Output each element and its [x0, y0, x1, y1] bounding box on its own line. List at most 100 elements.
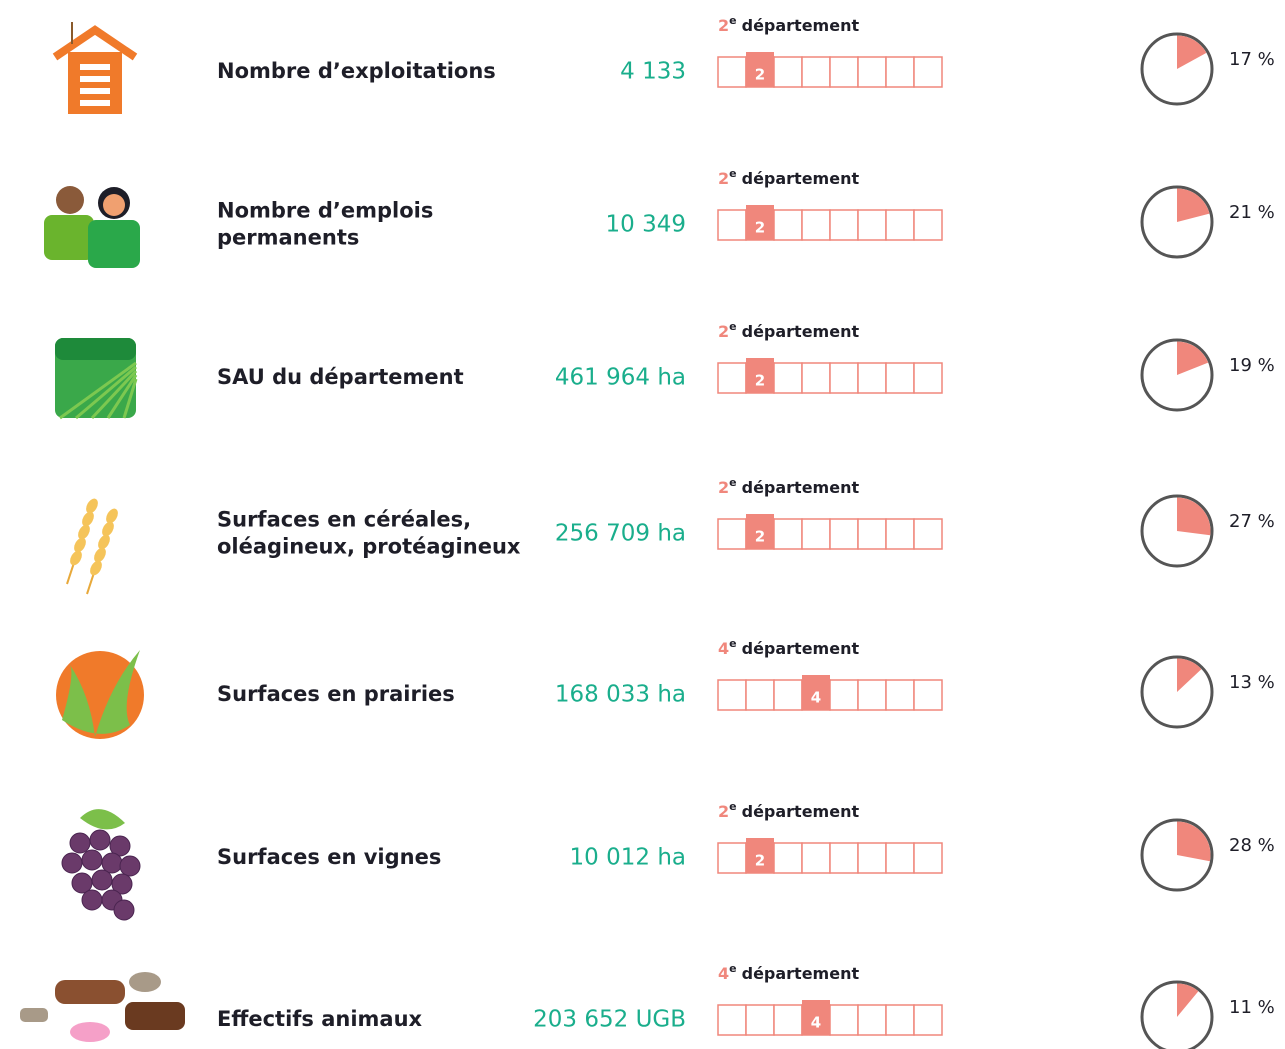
rank-heading: 2e département — [718, 320, 859, 341]
rank-cell — [718, 363, 746, 393]
rank-cell — [774, 1005, 802, 1035]
row: Effectifs animaux 203 652 UGB 4edépartemen… — [20, 962, 1275, 1049]
percent-label: 17 % — [1229, 49, 1275, 70]
row-value: 203 652 UGB — [533, 1007, 686, 1033]
row-label: Surfaces en vignes — [217, 845, 441, 869]
icon-shape — [120, 856, 140, 876]
rank-cell — [886, 843, 914, 873]
percent-label: 28 % — [1229, 835, 1275, 856]
rank-cell — [858, 680, 886, 710]
rank-cell — [914, 680, 942, 710]
icon — [56, 650, 144, 739]
rank-heading: 2edépartement — [718, 167, 859, 188]
rank-cell — [886, 1005, 914, 1035]
rank-cell — [802, 57, 830, 87]
percent-label: 27 % — [1229, 511, 1275, 532]
rank-suffix: e — [729, 320, 736, 333]
icon-shape — [88, 220, 140, 268]
rank-cell — [774, 363, 802, 393]
rank-cell — [886, 680, 914, 710]
rank-heading: 4edépartement — [718, 962, 859, 983]
rank-cell-label: 4 — [811, 689, 821, 707]
rank-word: département — [742, 639, 860, 658]
rank-cell — [858, 519, 886, 549]
rank-cell — [830, 210, 858, 240]
rank-cell — [718, 1005, 746, 1035]
icon-shape — [56, 186, 84, 214]
rank-cell — [718, 210, 746, 240]
icon-shape — [88, 559, 105, 578]
rank-cell — [830, 519, 858, 549]
icon — [67, 497, 120, 594]
row-label: Effectifs animaux — [217, 1007, 423, 1031]
infographic: Nombre d’exploitations4 1332edépartement… — [0, 0, 1285, 1049]
row: Surfaces en céréales, oléagineux, protéag… — [67, 476, 1275, 594]
row-value: 256 709 ha — [555, 521, 686, 547]
rank-cell — [858, 1005, 886, 1035]
icon-shape — [68, 549, 85, 568]
icon — [55, 338, 136, 418]
icon-shape — [70, 1022, 110, 1042]
rank-cell — [746, 680, 774, 710]
rank-cell — [802, 519, 830, 549]
rank-cell — [830, 843, 858, 873]
row-label: Surfaces en prairies — [217, 682, 455, 706]
rank-word: département — [742, 478, 860, 497]
rank-cell — [774, 843, 802, 873]
rank-cell — [886, 363, 914, 393]
icon-shape — [55, 980, 125, 1004]
rank-cell — [886, 57, 914, 87]
rank-number: 2 — [718, 322, 729, 341]
row-label: oléagineux, protéagineux — [217, 535, 521, 559]
rank-cell-label: 2 — [755, 372, 765, 390]
row-label: SAU du département — [217, 365, 464, 389]
rank-suffix: e — [729, 14, 736, 27]
row-value: 4 133 — [620, 59, 686, 85]
percent-label: 13 % — [1229, 672, 1275, 693]
rank-number: 2 — [718, 16, 729, 35]
row-label: Surfaces en céréales, — [217, 508, 471, 532]
icon — [62, 809, 140, 920]
row-value: 461 964 ha — [555, 365, 686, 391]
rank-suffix: e — [729, 476, 736, 489]
icon-shape — [92, 870, 112, 890]
percent-label: 19 % — [1229, 355, 1275, 376]
icon-shape — [103, 194, 125, 216]
icon-shape — [20, 1008, 48, 1022]
row-label: permanents — [217, 226, 359, 250]
rank-word: département — [742, 16, 860, 35]
percent-label: 11 % — [1229, 997, 1275, 1018]
row-value: 168 033 ha — [555, 682, 686, 708]
rank-cell — [914, 519, 942, 549]
rank-cell-label: 4 — [811, 1014, 821, 1032]
icon-shape — [125, 1002, 185, 1030]
rank-cell — [830, 1005, 858, 1035]
icon-shape — [44, 215, 94, 260]
rank-number: 2 — [718, 802, 729, 821]
rank-heading: 2e département — [718, 14, 859, 35]
rank-cell — [886, 519, 914, 549]
rank-word: département — [742, 322, 860, 341]
icon-shape — [114, 900, 134, 920]
rank-heading: 4edépartement — [718, 637, 859, 658]
rank-cell — [858, 57, 886, 87]
rank-cell — [718, 519, 746, 549]
rank-cell — [914, 210, 942, 240]
rank-cell — [858, 210, 886, 240]
rank-cell — [830, 57, 858, 87]
rank-cell — [718, 843, 746, 873]
row: Surfaces en vignes10 012 ha2edépartement… — [62, 800, 1275, 920]
rank-number: 4 — [718, 964, 729, 983]
rank-cell — [858, 843, 886, 873]
rank-cell — [774, 57, 802, 87]
rank-heading: 2edépartement — [718, 476, 859, 497]
rank-cell — [886, 210, 914, 240]
icon-shape — [90, 830, 110, 850]
rank-suffix: e — [729, 962, 736, 975]
percent-label: 21 % — [1229, 202, 1275, 223]
rank-cell — [830, 680, 858, 710]
icon-shape — [129, 972, 161, 992]
rank-cell — [718, 680, 746, 710]
